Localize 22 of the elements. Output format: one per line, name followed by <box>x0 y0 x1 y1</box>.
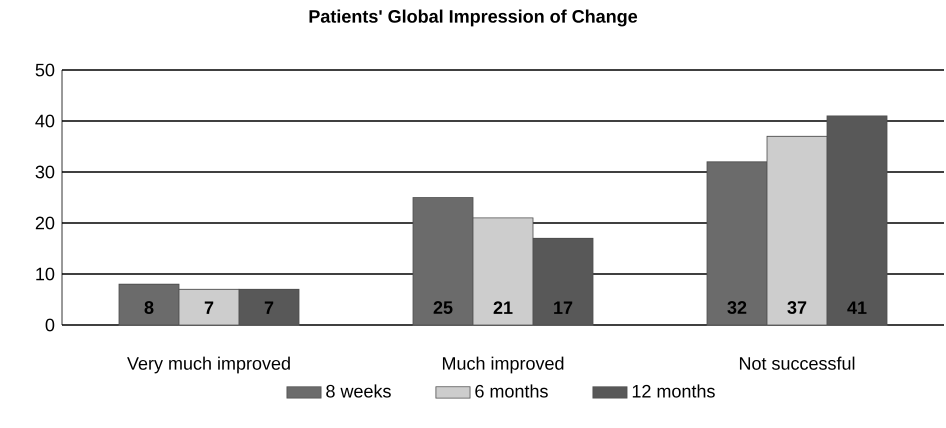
data-label: 21 <box>494 301 513 314</box>
data-label: 37 <box>787 301 806 314</box>
y-tick-label: 20 <box>36 216 54 230</box>
y-tick-label: 30 <box>36 166 54 178</box>
x-tick-label: Much improved <box>442 356 564 374</box>
x-tick-label: Very much improved <box>127 356 290 374</box>
data-label: 7 <box>264 302 274 314</box>
y-tick-label: 40 <box>35 114 54 128</box>
y-tick-label: 50 <box>36 64 54 76</box>
data-label: 41 <box>847 302 867 314</box>
data-label: 32 <box>727 301 746 314</box>
y-tick-label: 10 <box>36 268 54 280</box>
data-label: 25 <box>434 301 453 314</box>
data-label: 17 <box>554 302 572 314</box>
legend-label: 12 months <box>632 384 715 398</box>
legend-label: 8 weeks <box>326 384 391 398</box>
x-tick-label: Not successful <box>740 356 854 370</box>
legend-label: 6 months <box>475 384 548 398</box>
data-label: 8 <box>144 301 154 314</box>
chart-title: Patients' Global Impression of Change <box>310 10 638 26</box>
y-tick-label: 0 <box>46 318 54 332</box>
data-label: 7 <box>204 302 214 314</box>
